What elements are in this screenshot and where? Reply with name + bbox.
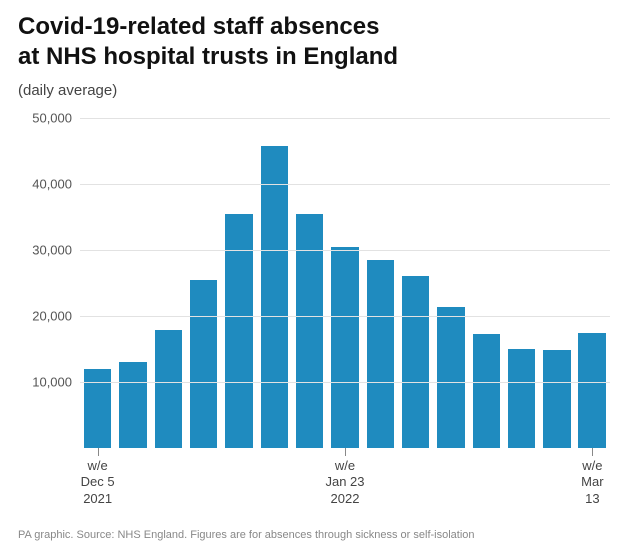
- x-axis: w/e Dec 5 2021w/e Jan 23 2022w/e Mar 13: [80, 448, 610, 490]
- bar: [84, 369, 112, 448]
- bar: [190, 280, 218, 448]
- bar-slot: [221, 118, 256, 448]
- bar-slot: [186, 118, 221, 448]
- grid-line: [80, 184, 610, 185]
- chart-subtitle: (daily average): [18, 82, 117, 99]
- bar-slot: [292, 118, 327, 448]
- bar-slot: [151, 118, 186, 448]
- page: Covid-19-related staff absences at NHS h…: [0, 0, 640, 559]
- bars-container: [80, 118, 610, 448]
- bar-slot: [80, 118, 115, 448]
- bar: [402, 276, 430, 448]
- bar-slot: [115, 118, 150, 448]
- x-axis-label: w/e Dec 5 2021: [81, 458, 115, 507]
- bar: [543, 350, 571, 448]
- grid-line: [80, 250, 610, 251]
- grid-line: [80, 382, 610, 383]
- bar-slot: [539, 118, 574, 448]
- grid-line: [80, 316, 610, 317]
- x-tick: [345, 448, 346, 456]
- bar: [508, 349, 536, 448]
- bar: [578, 333, 606, 449]
- y-axis-label: 30,000: [32, 243, 80, 258]
- bar-slot: [504, 118, 539, 448]
- bar: [155, 330, 183, 448]
- y-axis-label: 40,000: [32, 177, 80, 192]
- bar: [367, 260, 395, 448]
- plot-inner: 10,00020,00030,00040,00050,000: [80, 118, 610, 448]
- bar: [296, 214, 324, 448]
- bar-slot: [257, 118, 292, 448]
- bar: [225, 214, 253, 448]
- bar: [119, 362, 147, 448]
- bar: [437, 307, 465, 448]
- bar: [331, 247, 359, 448]
- bar-slot: [327, 118, 362, 448]
- x-axis-label: w/e Mar 13: [581, 458, 603, 507]
- bar-slot: [469, 118, 504, 448]
- bar-slot: [575, 118, 610, 448]
- y-axis-label: 10,000: [32, 375, 80, 390]
- y-axis-label: 20,000: [32, 309, 80, 324]
- footer-source: PA graphic. Source: NHS England. Figures…: [18, 529, 622, 541]
- bar: [473, 334, 501, 448]
- grid-line: [80, 118, 610, 119]
- x-tick: [98, 448, 99, 456]
- x-tick: [592, 448, 593, 456]
- bar: [261, 146, 289, 448]
- chart-title: Covid-19-related staff absences at NHS h…: [18, 12, 622, 72]
- x-axis-label: w/e Jan 23 2022: [325, 458, 364, 507]
- y-axis-label: 50,000: [32, 111, 80, 126]
- bar-slot: [398, 118, 433, 448]
- bar-slot: [363, 118, 398, 448]
- bar-slot: [433, 118, 468, 448]
- chart-area: 10,00020,00030,00040,00050,000 w/e Dec 5…: [18, 108, 622, 490]
